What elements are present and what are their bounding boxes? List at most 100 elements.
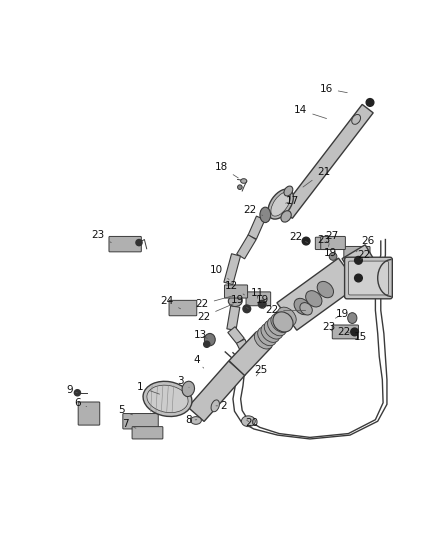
- Ellipse shape: [228, 286, 242, 296]
- Text: 19: 19: [336, 309, 349, 319]
- Polygon shape: [277, 258, 358, 330]
- Text: 22: 22: [337, 327, 350, 337]
- Text: 19: 19: [323, 248, 336, 259]
- Ellipse shape: [241, 416, 255, 426]
- Text: 22: 22: [195, 296, 233, 309]
- Text: 22: 22: [290, 232, 307, 243]
- Text: 21: 21: [303, 167, 330, 187]
- Ellipse shape: [317, 281, 333, 298]
- Text: 19: 19: [231, 295, 248, 309]
- FancyBboxPatch shape: [349, 261, 389, 295]
- Ellipse shape: [274, 310, 293, 329]
- Text: 17: 17: [286, 196, 299, 206]
- Text: 6: 6: [74, 398, 87, 408]
- Ellipse shape: [264, 320, 283, 339]
- FancyBboxPatch shape: [224, 285, 247, 298]
- Ellipse shape: [278, 307, 296, 326]
- FancyBboxPatch shape: [345, 257, 392, 299]
- Polygon shape: [229, 332, 272, 376]
- Polygon shape: [237, 235, 256, 259]
- Text: 9: 9: [67, 385, 78, 395]
- Text: 14: 14: [294, 105, 327, 118]
- Ellipse shape: [205, 334, 215, 346]
- Ellipse shape: [271, 192, 290, 216]
- Text: 1: 1: [137, 382, 159, 394]
- Ellipse shape: [191, 417, 201, 424]
- Ellipse shape: [254, 330, 273, 349]
- Text: 3: 3: [177, 376, 189, 387]
- Ellipse shape: [258, 327, 276, 346]
- Circle shape: [355, 274, 362, 282]
- Circle shape: [204, 341, 210, 348]
- Text: 4: 4: [194, 356, 204, 368]
- Circle shape: [74, 390, 81, 396]
- Circle shape: [258, 301, 266, 308]
- Ellipse shape: [237, 185, 242, 189]
- Ellipse shape: [329, 253, 337, 260]
- Ellipse shape: [348, 313, 357, 324]
- FancyBboxPatch shape: [132, 426, 163, 439]
- Text: 10: 10: [209, 265, 229, 279]
- Text: 27: 27: [325, 231, 338, 246]
- Text: 16: 16: [319, 84, 347, 94]
- Polygon shape: [281, 104, 373, 219]
- Text: 8: 8: [186, 415, 197, 425]
- Ellipse shape: [260, 207, 271, 223]
- Ellipse shape: [273, 312, 293, 332]
- Polygon shape: [227, 306, 240, 330]
- FancyBboxPatch shape: [169, 301, 197, 316]
- Text: 22: 22: [265, 305, 306, 316]
- Polygon shape: [224, 254, 240, 285]
- Text: 23: 23: [322, 322, 335, 332]
- Ellipse shape: [294, 298, 311, 314]
- FancyBboxPatch shape: [315, 237, 342, 249]
- Circle shape: [302, 237, 310, 245]
- Polygon shape: [228, 327, 244, 344]
- Ellipse shape: [147, 385, 188, 413]
- Circle shape: [136, 239, 142, 246]
- FancyBboxPatch shape: [344, 246, 370, 259]
- Text: 15: 15: [353, 332, 367, 342]
- Text: 23: 23: [317, 235, 330, 245]
- Text: 11: 11: [251, 288, 264, 298]
- Ellipse shape: [143, 381, 192, 416]
- Ellipse shape: [240, 179, 247, 183]
- Text: 24: 24: [160, 296, 180, 309]
- Ellipse shape: [284, 186, 293, 196]
- Text: 2: 2: [216, 401, 227, 411]
- Circle shape: [243, 305, 251, 313]
- Ellipse shape: [182, 381, 194, 397]
- Polygon shape: [342, 245, 381, 285]
- Text: 20: 20: [245, 418, 258, 428]
- Text: 23: 23: [92, 230, 111, 243]
- FancyBboxPatch shape: [109, 237, 141, 252]
- Polygon shape: [248, 216, 265, 239]
- Ellipse shape: [352, 115, 360, 124]
- Text: 18: 18: [215, 162, 238, 178]
- Circle shape: [366, 99, 374, 106]
- FancyBboxPatch shape: [246, 292, 271, 306]
- Text: 5: 5: [118, 406, 133, 415]
- Text: 13: 13: [194, 330, 207, 340]
- Ellipse shape: [306, 290, 322, 307]
- Circle shape: [351, 328, 358, 336]
- Polygon shape: [188, 361, 245, 422]
- Text: 26: 26: [356, 236, 374, 252]
- FancyBboxPatch shape: [321, 237, 346, 249]
- Ellipse shape: [228, 296, 242, 306]
- Text: 22: 22: [357, 250, 371, 260]
- FancyBboxPatch shape: [332, 325, 358, 339]
- Ellipse shape: [281, 211, 291, 222]
- Text: 12: 12: [225, 281, 244, 295]
- Text: 22: 22: [197, 304, 233, 321]
- Text: 19: 19: [256, 295, 269, 309]
- Circle shape: [355, 256, 362, 264]
- Ellipse shape: [268, 317, 286, 336]
- Text: 25: 25: [254, 366, 267, 376]
- Ellipse shape: [300, 303, 312, 315]
- Text: 22: 22: [243, 205, 263, 215]
- Ellipse shape: [271, 314, 290, 333]
- Ellipse shape: [211, 400, 219, 412]
- Ellipse shape: [268, 189, 293, 219]
- Text: 7: 7: [122, 419, 136, 429]
